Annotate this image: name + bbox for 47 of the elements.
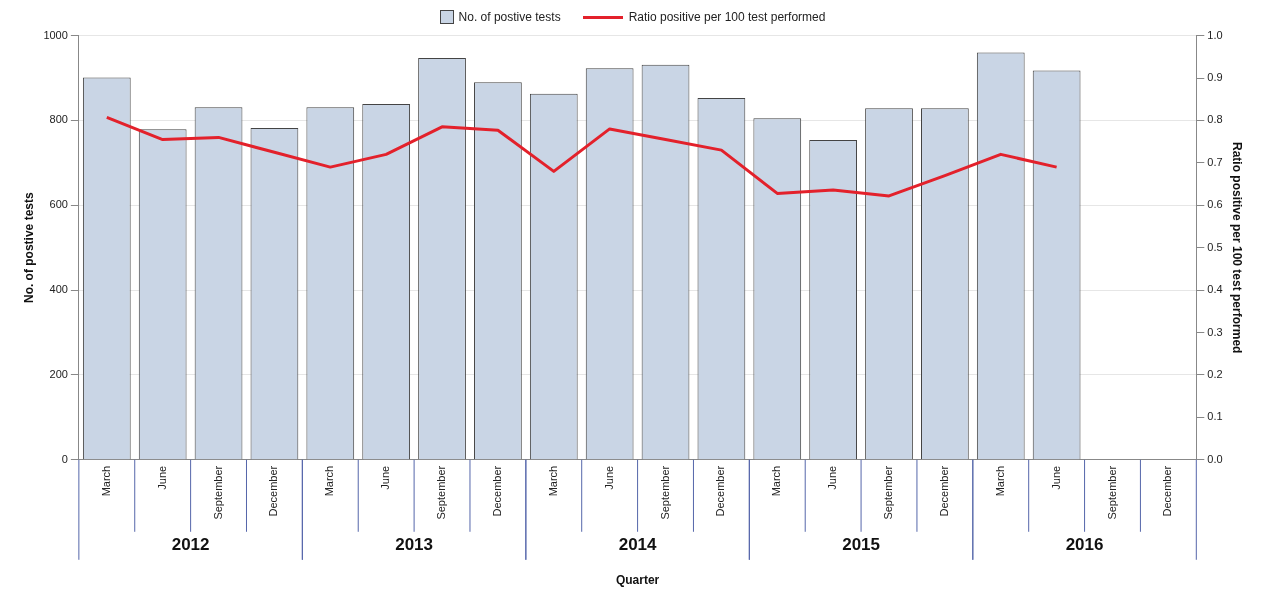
x-tick-label: June (602, 465, 615, 490)
y-tick-label: 600 (49, 198, 68, 211)
text: 2013 (395, 535, 434, 555)
y2-tick-label: 0.1 (1207, 410, 1223, 423)
x-tick-label: March (993, 465, 1006, 497)
x-tick-label: September (658, 465, 671, 520)
legend-label: No. of postive tests (458, 10, 561, 24)
x-tick-label: March (323, 465, 336, 497)
x-tick-label: June (826, 465, 839, 490)
y2-tick-label: 0.8 (1207, 113, 1223, 126)
text: 2014 (618, 535, 658, 555)
y2-axis-title: Ratio positive per 100 test performed (1230, 141, 1245, 354)
text: 2012 (171, 535, 210, 555)
x-axis-title: Quarter (615, 573, 660, 588)
y2-tick-label: 0.7 (1207, 155, 1223, 168)
y2-tick-label: 0.4 (1207, 283, 1223, 296)
x-tick-label: June (155, 465, 168, 490)
x-tick-label: March (99, 465, 112, 497)
y2-tick-label: 0.5 (1207, 240, 1223, 253)
y2-tick-label: 0.6 (1207, 198, 1223, 211)
y-tick-label: 200 (49, 367, 68, 380)
x-tick-label: December (714, 465, 727, 517)
x-tick-label: March (546, 465, 559, 497)
text: 2015 (842, 535, 880, 555)
y2-tick-label: 1.0 (1207, 28, 1223, 41)
x-tick-label: June (379, 465, 392, 490)
y2-tick-label: 0.0 (1207, 452, 1223, 465)
x-tick-label: December (937, 465, 950, 517)
y-axis-title: No. of postive tests (21, 192, 36, 304)
x-tick-label: December (267, 465, 280, 517)
x-tick-label: March (770, 465, 783, 497)
y2-tick-label: 0.2 (1207, 367, 1223, 380)
legend-label: Ratio positive per 100 test performed (628, 10, 826, 24)
x-tick-label: June (1049, 465, 1062, 490)
text: 2016 (1065, 535, 1104, 555)
x-tick-label: September (211, 465, 224, 520)
y-tick-label: 400 (49, 283, 68, 296)
y-tick-label: 800 (49, 113, 68, 126)
x-tick-label: September (882, 465, 895, 520)
x-tick-label: September (435, 465, 448, 520)
x-tick-label: December (490, 465, 503, 517)
y-tick-label: 0 (61, 452, 68, 465)
x-tick-label: December (1161, 465, 1174, 517)
x-tick-label: September (1105, 465, 1118, 520)
y2-tick-label: 0.3 (1207, 325, 1223, 338)
y-tick-label: 1000 (43, 28, 68, 41)
y2-tick-label: 0.9 (1207, 71, 1223, 84)
